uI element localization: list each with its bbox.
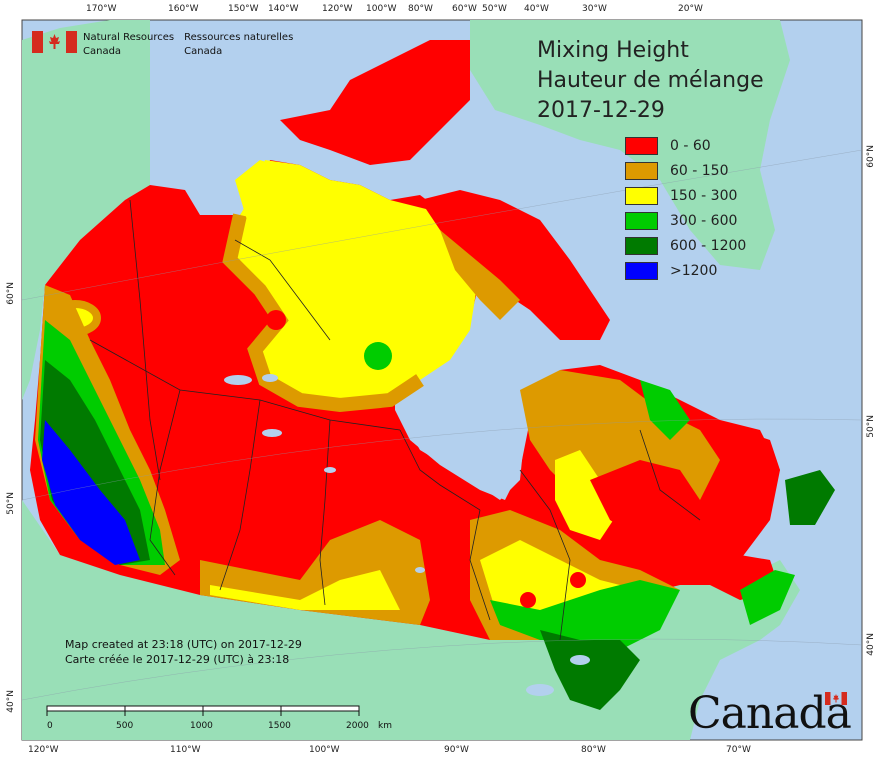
legend-label: 300 - 600	[670, 212, 738, 229]
zone-blue-bc	[42, 420, 140, 565]
tick-right: 50°N	[866, 415, 876, 438]
alaska-landmass	[22, 20, 150, 300]
zone-red-arctic-islands	[280, 40, 470, 165]
tick-top: 40°W	[524, 4, 549, 14]
legend-swatch	[625, 236, 658, 255]
tick-bottom: 90°W	[444, 745, 469, 755]
provincial-boundaries	[89, 199, 701, 641]
scale-label: 500	[116, 721, 133, 731]
zone-orange-north	[222, 213, 424, 413]
tick-bottom: 110°W	[170, 745, 201, 755]
zone-red-baffin	[420, 190, 610, 340]
tick-right: 40°N	[866, 633, 876, 656]
agency-fr-line2: Canada	[184, 46, 223, 57]
zone-green-ontario	[490, 580, 680, 650]
tick-top: 170°W	[86, 4, 117, 14]
legend: 0 - 60 60 - 150 150 - 300 300 - 600 600 …	[625, 133, 746, 283]
tick-top: 30°W	[582, 4, 607, 14]
legend-swatch	[625, 136, 658, 155]
legend-swatch	[625, 161, 658, 180]
legend-item: 300 - 600	[625, 208, 746, 233]
agency-en-line2: Canada	[83, 46, 122, 57]
legend-label: 150 - 300	[670, 187, 738, 204]
title-date: 2017-12-29	[537, 98, 665, 123]
legend-label: >1200	[670, 262, 718, 279]
creation-note-en: Map created at 23:18 (UTC) on 2017-12-29	[65, 638, 302, 651]
tick-bottom: 70°W	[726, 745, 751, 755]
tick-bottom: 120°W	[28, 745, 59, 755]
zone-green-spot	[364, 342, 392, 370]
legend-item: 150 - 300	[625, 183, 746, 208]
legend-label: 600 - 1200	[670, 237, 747, 254]
zone-yellow-arctic	[235, 160, 300, 230]
lakes	[224, 374, 590, 696]
legend-swatch	[625, 261, 658, 280]
zone-green-maritimes	[740, 570, 795, 625]
scale-label: 0	[47, 721, 53, 731]
title-french: Hauteur de mélange	[537, 68, 764, 93]
tick-top: 100°W	[366, 4, 397, 14]
scale-bar-graphic: 0 500 1000 1500 2000 km	[46, 705, 392, 731]
legend-item: >1200	[625, 258, 746, 283]
legend-item: 0 - 60	[625, 133, 746, 158]
zone-darkgreen-newfoundland	[785, 470, 835, 525]
tick-bottom: 100°W	[309, 745, 340, 755]
agency-name-fr: Ressources naturelles Canada	[184, 31, 293, 59]
agency-en-line1: Natural Resources	[83, 32, 175, 43]
zone-darkgreen-ontario	[540, 630, 640, 710]
legend-label: 0 - 60	[670, 137, 711, 154]
agency-fr-line1: Ressources naturelles	[184, 32, 294, 43]
scale-label: 1500	[268, 721, 291, 731]
legend-swatch	[625, 186, 658, 205]
zone-red-quebec	[590, 460, 700, 540]
zone-red-spot	[266, 310, 286, 330]
tick-top: 150°W	[228, 4, 259, 14]
tick-top: 80°W	[408, 4, 433, 14]
tick-right: 60°N	[866, 145, 876, 168]
graticule	[21, 149, 863, 701]
legend-item: 60 - 150	[625, 158, 746, 183]
zone-green-labrador	[640, 380, 690, 440]
zone-yellow-north	[230, 160, 478, 405]
tick-top: 160°W	[168, 4, 199, 14]
canada-wordmark: Canada	[688, 688, 852, 739]
wordmark-flag-icon	[825, 692, 847, 705]
pacific-coast	[22, 285, 45, 400]
tick-left: 40°N	[6, 690, 16, 713]
map-title: Mixing Height Hauteur de mélange 2017-12…	[537, 36, 764, 126]
zone-orange-baffin	[440, 230, 520, 320]
creation-note: Map created at 23:18 (UTC) on 2017-12-29…	[65, 637, 302, 667]
tick-top: 140°W	[268, 4, 299, 14]
scale-label: 1000	[190, 721, 213, 731]
canada-flag-icon	[32, 31, 77, 53]
tick-top: 60°W	[452, 4, 477, 14]
legend-label: 60 - 150	[670, 162, 729, 179]
scale-bar: 0 500 1000 1500 2000 km	[46, 705, 416, 737]
title-english: Mixing Height	[537, 38, 689, 63]
hudson-bay	[395, 350, 530, 500]
zone-red-ontario-1	[520, 592, 536, 608]
tick-left: 60°N	[6, 282, 16, 305]
agency-signature: Natural Resources Canada Ressources natu…	[32, 31, 303, 59]
legend-item: 600 - 1200	[625, 233, 746, 258]
tick-top: 20°W	[678, 4, 703, 14]
zone-red-newfoundland-north	[740, 430, 780, 500]
creation-note-fr: Carte créée le 2017-12-29 (UTC) à 23:18	[65, 653, 290, 666]
zone-red-ontario-2	[570, 572, 586, 588]
tick-left: 50°N	[6, 492, 16, 515]
zone-yellow-quebec	[555, 450, 620, 540]
zone-yellow-prairies	[210, 570, 400, 610]
tick-top: 120°W	[322, 4, 353, 14]
scale-label: 2000	[346, 721, 369, 731]
agency-name-en: Natural Resources Canada	[83, 31, 174, 59]
tick-top: 50°W	[482, 4, 507, 14]
tick-bottom: 80°W	[581, 745, 606, 755]
scale-unit: km	[378, 721, 392, 731]
legend-swatch	[625, 211, 658, 230]
